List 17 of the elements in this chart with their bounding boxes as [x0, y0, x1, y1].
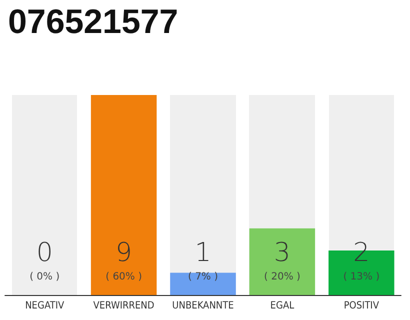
x-tick-label: POSITIV [344, 300, 380, 312]
chart-title: 076521577 [8, 3, 178, 41]
annotation: ( 60% ) [106, 272, 142, 282]
data-label: 9 [116, 238, 132, 268]
annotation: ( 20% ) [264, 272, 300, 282]
x-tick-label: EGAL [270, 300, 294, 312]
x-tick-label: VERWIRREND [93, 300, 154, 312]
data-label: 1 [194, 238, 212, 268]
annotation: ( 13% ) [343, 272, 380, 282]
data-label: 3 [274, 238, 290, 268]
x-tick-label: NEGATIV [25, 300, 65, 312]
annotation: ( 7% ) [188, 272, 218, 282]
x-tick-label: UNBEKANNTE [172, 300, 234, 312]
annotation: ( 0% ) [30, 272, 60, 282]
data-label: 0 [36, 238, 53, 268]
bar [170, 272, 236, 295]
bar [90, 95, 157, 295]
